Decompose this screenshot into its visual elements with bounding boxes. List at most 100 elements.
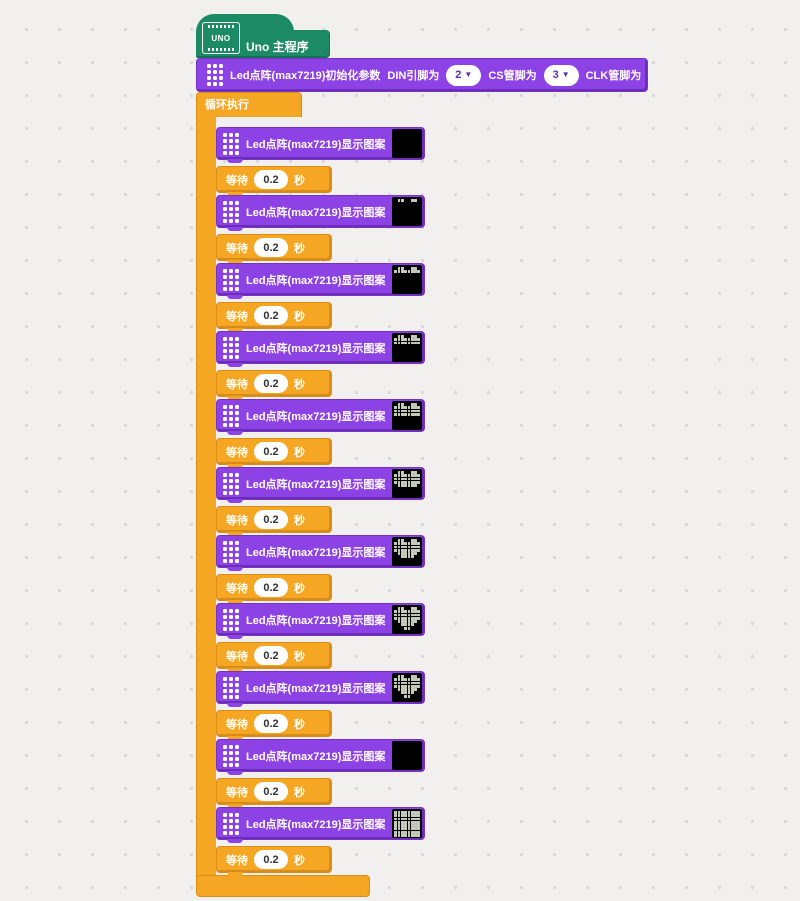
wait-duration-input[interactable]: 0.2	[254, 374, 288, 393]
din-pin-label: DIN引脚为	[387, 70, 440, 82]
led-matrix-preview-frame-9-heart-full[interactable]	[392, 673, 423, 702]
loop-body: Led点阵(max7219)显示图案 等待 0.2 秒 Led点阵(max7219)显示…	[216, 117, 436, 876]
display-pattern-block[interactable]: Led点阵(max7219)显示图案	[216, 127, 425, 163]
led-matrix-preview-frame-4-heart-row3[interactable]	[392, 333, 423, 362]
dot-matrix-icon	[207, 64, 223, 86]
wait-duration-input[interactable]: 0.2	[254, 442, 288, 461]
loop-spine[interactable]	[196, 117, 216, 875]
loop-footer[interactable]	[196, 875, 370, 897]
dot-matrix-icon	[223, 404, 239, 427]
display-pattern-block[interactable]: Led点阵(max7219)显示图案	[216, 195, 425, 231]
wait-label-prefix: 等待	[226, 174, 248, 187]
display-block-label: Led点阵(max7219)显示图案	[246, 410, 386, 423]
led-matrix-preview-frame-10-blank[interactable]	[392, 741, 423, 770]
led-matrix-preview-frame-7-heart-row6[interactable]	[392, 537, 423, 566]
display-block-label: Led点阵(max7219)显示图案	[246, 342, 386, 355]
wait-block[interactable]: 等待 0.2 秒	[216, 234, 332, 264]
chevron-down-icon: ▼	[561, 70, 570, 79]
uno-board-text: UNO	[211, 33, 231, 43]
forever-loop-block[interactable]: 循环执行 Led点阵(max7219)显示图案 等待 0.2 秒 Led点阵(max72…	[196, 92, 436, 897]
wait-label-suffix: 秒	[294, 242, 305, 255]
cs-pin-value: 3	[552, 69, 559, 81]
wait-duration-input[interactable]: 0.2	[254, 714, 288, 733]
chevron-down-icon: ▼	[464, 70, 473, 79]
wait-label-suffix: 秒	[294, 582, 305, 595]
wait-duration-input[interactable]: 0.2	[254, 306, 288, 325]
wait-label-suffix: 秒	[294, 446, 305, 459]
display-pattern-block[interactable]: Led点阵(max7219)显示图案	[216, 263, 425, 299]
wait-block[interactable]: 等待 0.2 秒	[216, 642, 332, 672]
wait-label-suffix: 秒	[294, 718, 305, 731]
wait-block[interactable]: 等待 0.2 秒	[216, 370, 332, 400]
display-pattern-block[interactable]: Led点阵(max7219)显示图案	[216, 603, 425, 639]
led-matrix-preview-frame-11-all-on[interactable]	[392, 809, 423, 838]
wait-label-suffix: 秒	[294, 650, 305, 663]
cs-pin-dropdown[interactable]: 3 ▼	[543, 64, 579, 86]
wait-label-prefix: 等待	[226, 650, 248, 663]
wait-block[interactable]: 等待 0.2 秒	[216, 574, 332, 604]
din-pin-dropdown[interactable]: 2 ▼	[446, 64, 482, 86]
wait-duration-input[interactable]: 0.2	[254, 782, 288, 801]
hat-block-label: Uno 主程序	[246, 40, 309, 54]
wait-duration-input[interactable]: 0.2	[254, 646, 288, 665]
dot-matrix-icon	[223, 676, 239, 699]
wait-block[interactable]: 等待 0.2 秒	[216, 438, 332, 468]
wait-duration-input[interactable]: 0.2	[254, 578, 288, 597]
dot-matrix-icon	[223, 132, 239, 155]
wait-label-prefix: 等待	[226, 514, 248, 527]
din-pin-value: 2	[455, 69, 462, 81]
uno-main-program-hat-block[interactable]: UNO Uno 主程序	[196, 14, 330, 58]
wait-label-prefix: 等待	[226, 718, 248, 731]
dot-matrix-icon	[223, 472, 239, 495]
wait-block[interactable]: 等待 0.2 秒	[216, 846, 332, 876]
display-block-label: Led点阵(max7219)显示图案	[246, 478, 386, 491]
display-block-label: Led点阵(max7219)显示图案	[246, 750, 386, 763]
led-matrix-preview-frame-5-heart-row4[interactable]	[392, 401, 423, 430]
wait-duration-input[interactable]: 0.2	[254, 850, 288, 869]
wait-label-suffix: 秒	[294, 854, 305, 867]
display-block-label: Led点阵(max7219)显示图案	[246, 138, 386, 151]
display-pattern-block[interactable]: Led点阵(max7219)显示图案	[216, 399, 425, 435]
wait-block[interactable]: 等待 0.2 秒	[216, 710, 332, 740]
wait-label-suffix: 秒	[294, 310, 305, 323]
display-pattern-block[interactable]: Led点阵(max7219)显示图案	[216, 331, 425, 367]
clk-pin-label: CLK管脚为	[585, 70, 642, 82]
display-pattern-block[interactable]: Led点阵(max7219)显示图案	[216, 739, 425, 775]
wait-block[interactable]: 等待 0.2 秒	[216, 506, 332, 536]
wait-label-prefix: 等待	[226, 378, 248, 391]
wait-block[interactable]: 等待 0.2 秒	[216, 302, 332, 332]
display-block-label: Led点阵(max7219)显示图案	[246, 274, 386, 287]
display-block-label: Led点阵(max7219)显示图案	[246, 818, 386, 831]
dot-matrix-icon	[223, 540, 239, 563]
display-pattern-block[interactable]: Led点阵(max7219)显示图案	[216, 671, 425, 707]
display-pattern-block[interactable]: Led点阵(max7219)显示图案	[216, 535, 425, 571]
wait-block[interactable]: 等待 0.2 秒	[216, 166, 332, 196]
wait-label-prefix: 等待	[226, 242, 248, 255]
wait-label-prefix: 等待	[226, 446, 248, 459]
wait-label-suffix: 秒	[294, 514, 305, 527]
wait-label-suffix: 秒	[294, 378, 305, 391]
wait-duration-input[interactable]: 0.2	[254, 170, 288, 189]
led-matrix-preview-frame-8-heart-full[interactable]	[392, 605, 423, 634]
dot-matrix-icon	[223, 744, 239, 767]
wait-duration-input[interactable]: 0.2	[254, 238, 288, 257]
dot-matrix-icon	[223, 608, 239, 631]
display-pattern-block[interactable]: Led点阵(max7219)显示图案	[216, 807, 425, 843]
wait-block[interactable]: 等待 0.2 秒	[216, 778, 332, 808]
dot-matrix-icon	[223, 200, 239, 223]
init-block-label: Led点阵(max7219)初始化参数	[230, 70, 381, 82]
wait-label-suffix: 秒	[294, 174, 305, 187]
dot-matrix-icon	[223, 336, 239, 359]
led-matrix-preview-frame-3-heart-row2[interactable]	[392, 265, 423, 294]
uno-pins-top-icon	[208, 25, 234, 28]
dot-matrix-icon	[223, 812, 239, 835]
display-pattern-block[interactable]: Led点阵(max7219)显示图案	[216, 467, 425, 503]
wait-duration-input[interactable]: 0.2	[254, 510, 288, 529]
led-matrix-preview-frame-1-blank[interactable]	[392, 129, 423, 158]
loop-header[interactable]: 循环执行	[196, 92, 302, 117]
display-block-label: Led点阵(max7219)显示图案	[246, 206, 386, 219]
led-matrix-preview-frame-2-heart-row1[interactable]	[392, 197, 423, 226]
max7219-init-block[interactable]: Led点阵(max7219)初始化参数 DIN引脚为 2 ▼ CS管脚为 3 ▼…	[196, 58, 648, 92]
led-matrix-preview-frame-6-heart-row5[interactable]	[392, 469, 423, 498]
